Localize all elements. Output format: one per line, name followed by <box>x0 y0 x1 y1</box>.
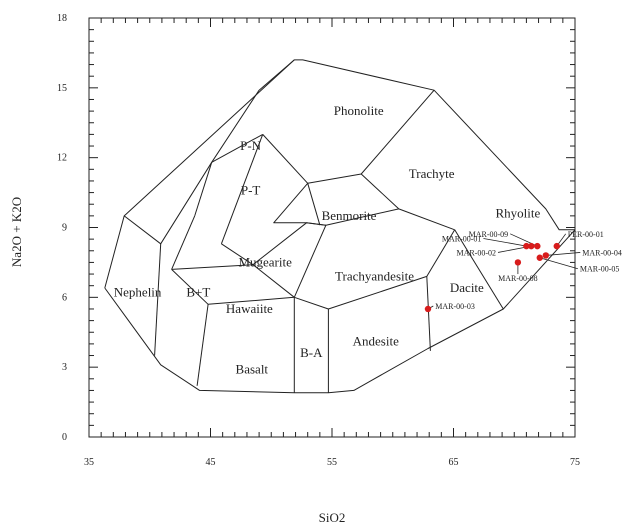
field-boundary <box>194 162 213 217</box>
field-boundary <box>196 304 209 386</box>
field-label: Basalt <box>236 361 269 376</box>
field-boundary <box>262 134 309 184</box>
field-label: Trachyte <box>409 166 455 181</box>
field-labels: Phonolite Trachyte P-N P-T Benmorite Rhyolite… <box>114 103 541 376</box>
field-boundary <box>426 229 456 277</box>
axis-tick-labels: 35 45 55 65 75 0 3 6 9 12 15 18 <box>57 13 580 468</box>
sample-point <box>523 242 530 250</box>
sample-point <box>553 242 560 250</box>
sample-leader-line <box>483 238 527 247</box>
field-label: Phonolite <box>334 103 384 118</box>
field-boundary <box>154 243 162 356</box>
field-boundary <box>294 275 427 310</box>
y-tick-label: 18 <box>57 13 67 24</box>
x-tick-label: 65 <box>449 457 459 468</box>
field-label: Dacite <box>450 280 484 295</box>
y-tick-label: 6 <box>62 292 67 303</box>
sample-point <box>534 242 541 250</box>
field-label: B-A <box>300 345 323 360</box>
field-label: Mugearite <box>238 254 292 269</box>
sample-label: MAR-00-08 <box>498 274 538 283</box>
x-tick-label: 55 <box>327 457 337 468</box>
y-tick-label: 3 <box>62 362 67 373</box>
field-boundary <box>426 276 431 351</box>
sample-label: MAR-00-04 <box>582 248 622 257</box>
field-label: P-T <box>241 182 261 197</box>
field-boundary <box>171 264 254 270</box>
field-label: Hawaiite <box>226 301 273 316</box>
sample-label: MAR-00-09 <box>469 230 509 239</box>
y-tick-label: 15 <box>57 83 67 94</box>
field-boundary <box>325 208 399 226</box>
x-tick-label: 75 <box>570 457 580 468</box>
sample-point <box>514 259 522 266</box>
sample-point <box>542 252 550 259</box>
field-boundary <box>258 59 295 91</box>
field-boundary <box>273 89 435 226</box>
y-axis-title: Na2O + K2O <box>9 197 24 267</box>
sample-points: PER-00-01 MAR-00-09 MAR-00-02 MAR-00-01 MAR-… <box>424 230 622 313</box>
field-boundary <box>171 215 196 270</box>
field-boundaries <box>104 59 576 394</box>
sample-leader-line <box>545 252 581 256</box>
x-axis-title: SiO2 <box>319 510 346 525</box>
sample-label: MAR-00-02 <box>456 248 496 257</box>
field-boundary <box>454 229 504 310</box>
x-tick-label: 45 <box>206 457 216 468</box>
y-tick-label: 12 <box>57 153 67 164</box>
sample-leader-line <box>539 257 578 270</box>
sample-point <box>528 242 535 250</box>
sample-label: PER-00-01 <box>568 230 604 239</box>
field-boundary <box>221 243 254 266</box>
y-tick-label: 0 <box>62 432 67 443</box>
field-label: Nephelin <box>114 285 162 300</box>
field-label: Andesite <box>353 334 399 349</box>
field-boundary <box>171 269 295 305</box>
field-boundary <box>211 133 263 163</box>
field-boundary <box>293 224 327 298</box>
sample-label: MAR-00-03 <box>435 302 475 311</box>
plot-frame <box>88 17 576 438</box>
field-boundary <box>220 134 264 244</box>
sample-label: MAR-00-05 <box>580 265 620 274</box>
field-boundary <box>307 183 321 226</box>
sample-point <box>536 254 543 261</box>
field-label: Benmorite <box>322 208 377 223</box>
field-boundary <box>123 89 260 245</box>
sample-point <box>424 305 432 313</box>
field-label: B+T <box>186 285 210 300</box>
field-label: P-N <box>240 138 262 153</box>
y-tick-label: 9 <box>62 223 67 234</box>
field-boundary <box>104 59 576 394</box>
x-tick-label: 35 <box>84 457 94 468</box>
field-boundary <box>252 264 295 298</box>
axis-ticks <box>88 17 576 438</box>
field-label: Rhyolite <box>496 206 541 221</box>
field-label: Trachyandesite <box>335 268 414 283</box>
sample-label: MAR-00-01 <box>442 234 482 243</box>
